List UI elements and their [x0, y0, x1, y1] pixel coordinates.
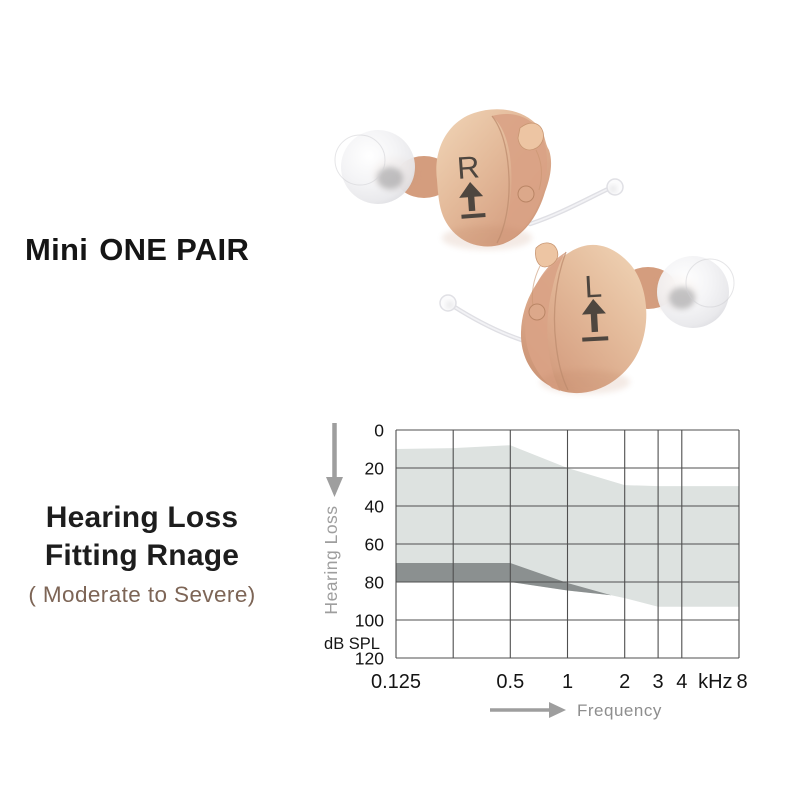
- x-tick-label: kHz: [698, 671, 732, 693]
- body-shadow-right: [442, 226, 532, 250]
- vent-notch-right: [517, 122, 544, 151]
- fitting-range-caption: Hearing Loss Fitting Rnage ( Moderate to…: [8, 499, 276, 608]
- x-tick-label: 4: [676, 671, 687, 693]
- y-tick-label: 120: [355, 649, 384, 669]
- fitting-caption-line1: Hearing Loss: [45, 501, 239, 534]
- vent-notch-left: [535, 242, 559, 268]
- right-marking-letter: R: [456, 149, 481, 185]
- marking-left: L: [581, 269, 609, 342]
- y-tick-label: 40: [365, 497, 385, 517]
- down-arrow-icon: [326, 423, 343, 497]
- dome-receiver-left: [669, 287, 695, 309]
- crease-right: [535, 149, 542, 191]
- x-tick-label: 3: [653, 671, 664, 693]
- ear-dome-left: [657, 256, 729, 328]
- chart-x-tick-labels: 0.125 0.5 1 2 3 4 kHz 8: [371, 671, 748, 693]
- volume-button-left: [528, 303, 546, 321]
- volume-button-right: [517, 185, 535, 203]
- series-severe-band: [396, 563, 612, 596]
- y-tick-label: 60: [365, 535, 385, 555]
- underline-mark: [582, 336, 609, 342]
- product-title-rest: ONE PAIR: [99, 232, 250, 267]
- marking-right: R: [456, 149, 486, 219]
- dome-ring-right: [334, 134, 386, 186]
- right-arrow-icon: [490, 702, 566, 718]
- chart-grid: [395, 429, 740, 659]
- fitting-caption-subtitle: ( Moderate to Severe): [28, 582, 256, 607]
- hearing-aid-left: L: [439, 242, 735, 394]
- body-shadow-left: [540, 370, 630, 394]
- y-tick-label: 20: [365, 459, 385, 479]
- dome-receiver-right: [377, 167, 403, 189]
- y-axis-unit-label: dB SPL: [324, 635, 380, 653]
- string-ball-right-shade: [609, 185, 617, 193]
- string-ball-left-shade: [446, 301, 454, 309]
- up-arrow-icon: [581, 299, 606, 333]
- product-title-mini: Mini: [25, 232, 89, 267]
- hearing-aid-right: R: [334, 109, 624, 250]
- crease-left: [531, 265, 541, 307]
- product-title: Mini ONE PAIR: [25, 232, 249, 268]
- left-marking-letter: L: [584, 269, 603, 305]
- chart-y-tick-labels: 0 20 40 60 80 100 120: [355, 421, 384, 669]
- fitting-caption-line2: Fitting Rnage: [44, 539, 240, 572]
- faceplate-left: [525, 252, 566, 391]
- dome-ring-left: [685, 258, 735, 308]
- pull-string-right-highlight: [529, 188, 609, 225]
- y-axis-title: Hearing Loss: [321, 505, 341, 614]
- x-tick-label: 0.5: [496, 671, 524, 693]
- x-tick-label: 8: [736, 671, 747, 693]
- underline-mark: [461, 213, 486, 219]
- x-axis-title: Frequency: [577, 701, 662, 720]
- y-tick-label: 100: [355, 611, 384, 631]
- x-tick-label: 2: [619, 671, 630, 693]
- x-tick-label: 0.125: [371, 671, 421, 693]
- x-tick-label: 1: [562, 671, 573, 693]
- up-arrow-icon: [459, 182, 484, 212]
- y-tick-label: 80: [365, 573, 385, 593]
- y-tick-label: 0: [374, 421, 384, 441]
